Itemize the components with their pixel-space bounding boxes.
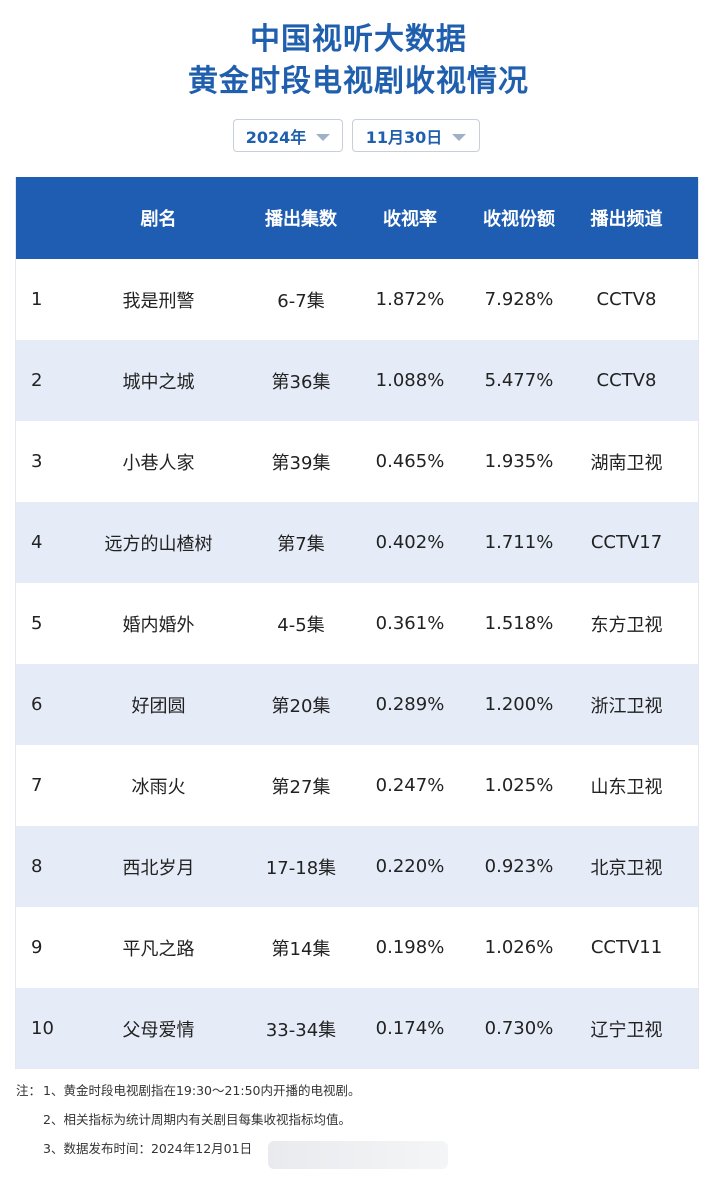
share-cell: 7.928% (484, 289, 554, 310)
episodes-cell: 第36集 (271, 371, 331, 393)
channel-cell: 北京卫视 (590, 857, 663, 879)
header-episodes: 播出集数 (265, 209, 337, 230)
episodes-cell: 第39集 (271, 452, 331, 474)
table-row: 1 我是刑警 6-7集 1.872% 7.928% CCTV8 (16, 259, 698, 340)
footnote-prefix: 注： (16, 1083, 42, 1098)
rank-cell: 10 (31, 1018, 54, 1039)
share-cell: 5.477% (484, 370, 554, 391)
rating-cell: 0.289% (375, 694, 445, 715)
share-cell: 1.711% (484, 532, 554, 553)
rating-cell: 0.402% (375, 532, 445, 553)
rank-cell: 5 (31, 613, 43, 634)
episodes-cell: 17-18集 (265, 857, 337, 879)
watermark-blur (268, 1141, 448, 1169)
header-share: 收视份额 (483, 209, 555, 230)
footnote-text: 2、相关指标为统计周期内有关剧目每集收视指标均值。 (43, 1112, 351, 1127)
table-row: 2 城中之城 第36集 1.088% 5.477% CCTV8 (16, 340, 698, 421)
drama-name-cell: 我是刑警 (122, 290, 195, 312)
drama-name-cell: 平凡之路 (122, 938, 195, 960)
footnotes: 注： 1、黄金时段电视剧指在19:30～21:50内开播的电视剧。 2、相关指标为… (16, 1082, 696, 1169)
footnote-item: 注： 1、黄金时段电视剧指在19:30～21:50内开播的电视剧。 (16, 1082, 696, 1111)
share-cell: 1.200% (484, 694, 554, 715)
chevron-down-icon (452, 133, 467, 141)
share-cell: 0.923% (484, 856, 554, 877)
rank-cell: 6 (31, 694, 43, 715)
channel-cell: 湖南卫视 (590, 452, 663, 474)
rating-cell: 0.465% (375, 451, 445, 472)
year-dropdown[interactable]: 2024年 (233, 119, 343, 152)
table-row: 7 冰雨火 第27集 0.247% 1.025% 山东卫视 (16, 745, 698, 826)
channel-cell: CCTV17 (590, 532, 663, 553)
header-rating: 收视率 (383, 209, 437, 230)
drama-name-cell: 冰雨火 (131, 776, 186, 798)
drama-name-cell: 婚内婚外 (122, 614, 195, 636)
channel-cell: 浙江卫视 (590, 695, 663, 717)
channel-cell: 东方卫视 (590, 614, 663, 636)
rating-cell: 1.872% (375, 289, 445, 310)
date-value: 11月30日 (365, 127, 443, 147)
footnote-item: 3、数据发布时间：2024年12月01日 (16, 1140, 696, 1169)
channel-cell: CCTV8 (596, 370, 657, 391)
rank-cell: 8 (31, 856, 43, 877)
chevron-down-icon (316, 133, 331, 141)
episodes-cell: 4-5集 (277, 614, 325, 636)
rank-cell: 4 (31, 532, 43, 553)
share-cell: 1.026% (484, 937, 554, 958)
header-channel: 播出频道 (590, 209, 663, 230)
episodes-cell: 第7集 (277, 533, 325, 555)
year-value: 2024年 (245, 127, 307, 147)
share-cell: 1.935% (484, 451, 554, 472)
header-drama-name: 剧名 (140, 209, 177, 230)
drama-name-cell: 父母爱情 (122, 1019, 195, 1041)
drama-name-cell: 远方的山楂树 (104, 533, 213, 555)
rank-cell: 2 (31, 370, 43, 391)
rank-cell: 3 (31, 451, 43, 472)
ratings-table: 剧名 播出集数 收视率 收视份额 播出频道 1 我是刑警 6-7集 1.872% 7.9… (15, 177, 699, 1069)
drama-name-cell: 西北岁月 (122, 857, 195, 879)
footnote-text: 1、黄金时段电视剧指在19:30～21:50内开播的电视剧。 (43, 1083, 361, 1098)
rating-cell: 1.088% (375, 370, 445, 391)
drama-name-cell: 城中之城 (122, 371, 195, 393)
channel-cell: 辽宁卫视 (590, 1019, 663, 1041)
rank-cell: 1 (31, 289, 43, 310)
share-cell: 1.518% (484, 613, 554, 634)
rank-cell: 7 (31, 775, 43, 796)
table-row: 8 西北岁月 17-18集 0.220% 0.923% 北京卫视 (16, 826, 698, 907)
rating-cell: 0.198% (375, 937, 445, 958)
episodes-cell: 第20集 (271, 695, 331, 717)
table-row: 10 父母爱情 33-34集 0.174% 0.730% 辽宁卫视 (16, 988, 698, 1069)
share-cell: 1.025% (484, 775, 554, 796)
episodes-cell: 33-34集 (265, 1019, 337, 1041)
table-header: 剧名 播出集数 收视率 收视份额 播出频道 (16, 177, 698, 259)
table-row: 4 远方的山楂树 第7集 0.402% 1.711% CCTV17 (16, 502, 698, 583)
episodes-cell: 第14集 (271, 938, 331, 960)
channel-cell: 山东卫视 (590, 776, 663, 798)
rating-cell: 0.361% (375, 613, 445, 634)
rating-cell: 0.174% (375, 1018, 445, 1039)
episodes-cell: 第27集 (271, 776, 331, 798)
rating-cell: 0.247% (375, 775, 445, 796)
table-body: 1 我是刑警 6-7集 1.872% 7.928% CCTV8 2 城中之城 第36集 1.088… (16, 259, 698, 1069)
page-title-line2: 黄金时段电视剧收视情况 (188, 64, 529, 99)
table-row: 9 平凡之路 第14集 0.198% 1.026% CCTV11 (16, 907, 698, 988)
table-row: 5 婚内婚外 4-5集 0.361% 1.518% 东方卫视 (16, 583, 698, 664)
channel-cell: CCTV11 (590, 937, 663, 958)
rank-cell: 9 (31, 937, 43, 958)
drama-name-cell: 小巷人家 (122, 452, 195, 474)
share-cell: 0.730% (484, 1018, 554, 1039)
channel-cell: CCTV8 (596, 289, 657, 310)
table-row: 6 好团圆 第20集 0.289% 1.200% 浙江卫视 (16, 664, 698, 745)
footnote-item: 2、相关指标为统计周期内有关剧目每集收视指标均值。 (16, 1111, 696, 1140)
rating-cell: 0.220% (375, 856, 445, 877)
date-dropdown[interactable]: 11月30日 (352, 119, 480, 152)
drama-name-cell: 好团圆 (131, 695, 186, 717)
table-row: 3 小巷人家 第39集 0.465% 1.935% 湖南卫视 (16, 421, 698, 502)
footnote-text: 3、数据发布时间：2024年12月01日 (43, 1141, 253, 1156)
episodes-cell: 6-7集 (277, 290, 325, 312)
page-title-line1: 中国视听大数据 (250, 22, 467, 57)
